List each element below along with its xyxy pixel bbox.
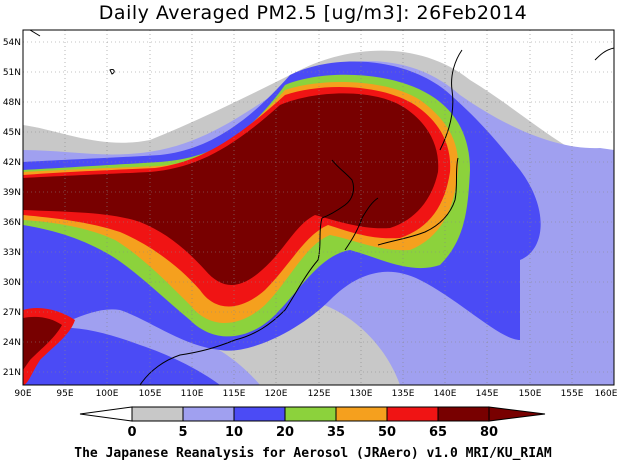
lat-label: 42N [3,158,21,168]
colorbar-label: 65 [429,425,447,440]
lon-label: 100E [96,389,119,399]
lat-label: 27N [3,308,21,318]
lat-label: 36N [3,218,21,228]
map-title: Daily Averaged PM2.5 [ug/m3]: 26Feb2014 [98,2,528,24]
graticule [23,30,614,385]
colorbar-label: 35 [327,425,345,440]
colorbar: 0 5 10 20 35 50 65 80 [79,406,546,440]
colorbar-swatch [386,406,439,422]
lon-label: 145E [476,389,499,399]
colorbar-label: 20 [276,425,294,440]
lat-label: 24N [3,338,21,348]
colorbar-swatch [182,406,235,422]
lon-axis: 90E 95E 100E 105E 110E 115E 120E 125E 13… [14,389,617,399]
colorbar-swatch [131,406,184,422]
lon-label: 90E [14,389,31,399]
colorbar-label: 10 [225,425,243,440]
colorbar-low-arrow [79,406,133,422]
lat-label: 54N [3,38,21,48]
lon-label: 155E [561,389,584,399]
lat-axis: 54N 51N 48N 45N 42N 39N 36N 33N 30N 27N … [3,38,21,378]
colorbar-label: 0 [127,425,136,440]
colorbar-high-arrow [488,406,546,422]
lon-label: 140E [434,389,457,399]
colorbar-swatch [335,406,388,422]
lat-label: 21N [3,368,21,378]
colorbar-label: 80 [480,425,498,440]
lon-label: 150E [519,389,542,399]
lat-label: 48N [3,98,21,108]
colorbar-label: 50 [378,425,396,440]
lon-label: 115E [223,389,246,399]
lat-label: 39N [3,188,21,198]
lon-label: 95E [56,389,73,399]
lat-label: 33N [3,248,21,258]
lon-label: 110E [181,389,204,399]
colorbar-swatch [284,406,337,422]
lon-label: 125E [308,389,331,399]
concentration-field [23,30,614,385]
colorbar-swatch [437,406,490,422]
colorbar-label: 5 [178,425,187,440]
lon-label: 120E [265,389,288,399]
lat-label: 45N [3,128,21,138]
colorbar-swatch [233,406,286,422]
coastlines [29,30,614,385]
lat-label: 30N [3,278,21,288]
lon-label: 130E [350,389,373,399]
lon-label: 135E [392,389,415,399]
lon-label: 160E [595,389,618,399]
footer-credit: The Japanese Reanalysis for Aerosol (JRA… [74,446,552,461]
map-frame [22,29,615,386]
lat-label: 51N [3,68,21,78]
lon-label: 105E [139,389,162,399]
